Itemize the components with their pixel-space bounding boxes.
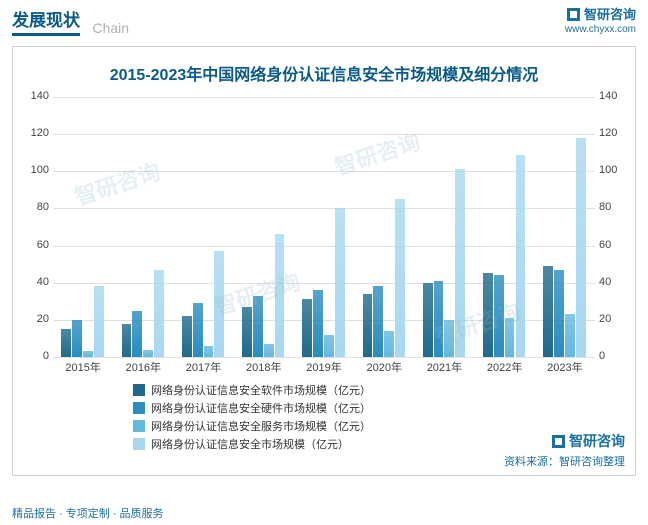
bar: [363, 294, 373, 357]
legend-item: 网络身份认证信息安全硬件市场规模（亿元）: [133, 400, 371, 416]
bar: [264, 344, 274, 357]
header: 发展现状 Chain 智研咨询 www.chyxx.com: [0, 0, 648, 40]
page-subtitle: Chain: [92, 20, 129, 36]
y-axis-tick-right: 100: [599, 164, 625, 176]
brand-name: 智研咨询: [584, 7, 636, 22]
y-axis-tick-left: 0: [23, 350, 49, 362]
bar: [143, 350, 153, 357]
bar: [335, 208, 345, 357]
x-axis-tick: 2016年: [118, 359, 168, 375]
x-axis-tick: 2017年: [179, 359, 229, 375]
chart-container: 2015-2023年中国网络身份认证信息安全市场规模及细分情况 00202040…: [12, 46, 636, 476]
y-axis-tick-left: 80: [23, 201, 49, 213]
bar: [72, 320, 82, 357]
y-axis-tick-right: 120: [599, 127, 625, 139]
x-axis-tick: 2022年: [480, 359, 530, 375]
footer-text: 精品报告 · 专项定制 · 品质服务: [12, 505, 164, 521]
y-axis-tick-right: 60: [599, 239, 625, 251]
legend-swatch: [133, 402, 145, 414]
bar: [373, 286, 383, 357]
y-axis-tick-left: 140: [23, 90, 49, 102]
bar: [324, 335, 334, 357]
brand-url: www.chyxx.com: [565, 24, 636, 35]
y-axis-tick-left: 120: [23, 127, 49, 139]
x-axis-tick: 2015年: [58, 359, 108, 375]
bar: [182, 316, 192, 357]
bar: [395, 199, 405, 357]
bar: [483, 273, 493, 357]
bar: [242, 307, 252, 357]
legend-swatch: [133, 384, 145, 396]
bar: [576, 138, 586, 357]
bar: [444, 320, 454, 357]
bar: [193, 303, 203, 357]
bar: [494, 275, 504, 357]
x-axis-tick: 2018年: [239, 359, 289, 375]
y-axis-tick-right: 140: [599, 90, 625, 102]
brand-icon: [552, 435, 565, 448]
bar: [132, 311, 142, 357]
bar: [275, 234, 285, 357]
bar: [434, 281, 444, 357]
y-axis-tick-left: 20: [23, 313, 49, 325]
legend-label: 网络身份认证信息安全服务市场规模（亿元）: [151, 418, 371, 434]
bar: [384, 331, 394, 357]
bar: [554, 270, 564, 357]
bar: [154, 270, 164, 357]
bar: [455, 169, 465, 357]
bar: [122, 324, 132, 357]
legend-swatch: [133, 438, 145, 450]
brand-logo-top: 智研咨询 www.chyxx.com: [565, 4, 636, 35]
bar: [505, 318, 515, 357]
bar: [83, 351, 93, 357]
bar: [423, 283, 433, 357]
bar: [214, 251, 224, 357]
chart-title: 2015-2023年中国网络身份认证信息安全市场规模及细分情况: [13, 47, 635, 89]
legend-label: 网络身份认证信息安全市场规模（亿元）: [151, 436, 349, 452]
brand-icon: [567, 8, 580, 21]
bar: [94, 286, 104, 357]
y-axis-tick-left: 60: [23, 239, 49, 251]
bar: [204, 346, 214, 357]
bar: [516, 155, 526, 357]
legend-label: 网络身份认证信息安全软件市场规模（亿元）: [151, 382, 371, 398]
legend-item: 网络身份认证信息安全软件市场规模（亿元）: [133, 382, 371, 398]
brand-logo-bottom: 智研咨询: [552, 431, 625, 451]
bar: [302, 299, 312, 357]
y-axis-tick-right: 0: [599, 350, 625, 362]
x-axis-tick: 2021年: [419, 359, 469, 375]
bar: [565, 314, 575, 357]
chart-plot-area: 0020204040606080801001001201201401402015…: [53, 97, 595, 357]
bar: [543, 266, 553, 357]
bar: [253, 296, 263, 357]
x-axis-tick: 2020年: [359, 359, 409, 375]
legend-label: 网络身份认证信息安全硬件市场规模（亿元）: [151, 400, 371, 416]
page-title: 发展现状: [12, 6, 80, 36]
y-axis-tick-left: 100: [23, 164, 49, 176]
bar: [61, 329, 71, 357]
chart-legend: 网络身份认证信息安全软件市场规模（亿元） 网络身份认证信息安全硬件市场规模（亿元）…: [133, 382, 371, 454]
legend-swatch: [133, 420, 145, 432]
y-axis-tick-right: 40: [599, 276, 625, 288]
y-axis-tick-left: 40: [23, 276, 49, 288]
x-axis-tick: 2019年: [299, 359, 349, 375]
y-axis-tick-right: 20: [599, 313, 625, 325]
y-axis-tick-right: 80: [599, 201, 625, 213]
legend-item: 网络身份认证信息安全市场规模（亿元）: [133, 436, 371, 452]
source-text: 资料来源：智研咨询整理: [504, 453, 625, 469]
bar: [313, 290, 323, 357]
x-axis-tick: 2023年: [540, 359, 590, 375]
legend-item: 网络身份认证信息安全服务市场规模（亿元）: [133, 418, 371, 434]
